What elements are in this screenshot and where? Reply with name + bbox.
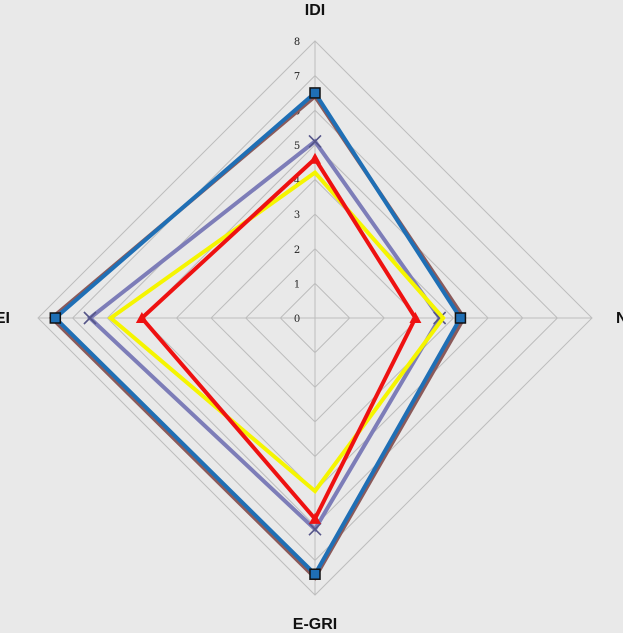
data-point-marker (309, 512, 321, 524)
tick-label: 2 (294, 245, 300, 256)
axis-label: IDI (305, 2, 325, 19)
data-point-marker (433, 311, 447, 325)
series (135, 152, 422, 524)
data-point-marker (309, 87, 321, 99)
axis-label: KEI (0, 310, 10, 327)
series-line (52, 89, 463, 578)
tick-label: 7 (294, 72, 300, 83)
data-point-marker (83, 311, 97, 325)
series-line (107, 169, 446, 495)
series-line (86, 138, 443, 533)
data-point-marker (454, 312, 467, 324)
data-point-marker (308, 134, 322, 148)
grid-layer (37, 40, 593, 596)
data-point-marker (135, 312, 148, 323)
data-point-marker (49, 312, 62, 324)
series-layer (48, 87, 467, 581)
data-point-marker (309, 568, 321, 580)
tick-label: 1 (294, 279, 300, 290)
tick-label: 5 (294, 141, 300, 152)
series (83, 134, 447, 536)
axis-label: E-GRI (293, 616, 337, 633)
series (49, 87, 467, 580)
series (48, 93, 467, 581)
data-point-marker (308, 522, 322, 536)
tick-label: 0 (294, 314, 300, 325)
axis-label: NRI (616, 310, 623, 327)
tick-label: 8 (294, 37, 300, 48)
data-point-marker (309, 152, 321, 164)
tick-label: 3 (294, 210, 300, 221)
data-point-marker (409, 312, 422, 323)
tick-label: 4 (294, 176, 300, 187)
series-line (48, 93, 467, 581)
series-line (139, 155, 418, 523)
series (107, 169, 446, 495)
